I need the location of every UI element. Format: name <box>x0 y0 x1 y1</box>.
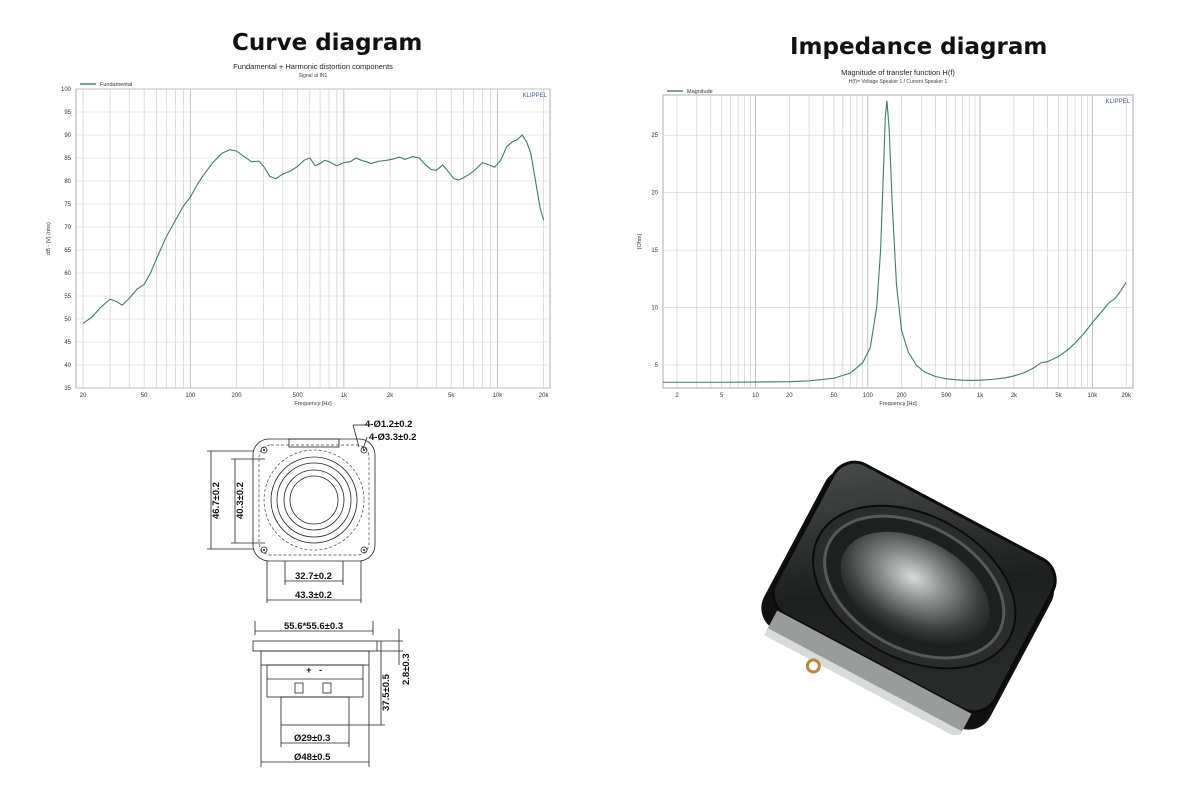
x-tick-label: 10k <box>1088 393 1099 399</box>
curve-diagram-heading: Curve diagram <box>232 30 423 56</box>
y-tick-label: 55 <box>64 294 71 300</box>
side-view-drawing: 55.6*55.6±0.3 + - 37.5±0.5 2.8±0.3 Ø29±0… <box>252 621 412 767</box>
klippel-brand: KLIPPEL <box>1106 99 1131 105</box>
x-axis-label: Frequency [Hz] <box>879 401 917 407</box>
x-tick-label: 200 <box>232 393 243 399</box>
y-tick-label: 60 <box>64 271 71 277</box>
frame-dim: 55.6*55.6±0.3 <box>284 621 343 632</box>
legend-entry: Fundamental <box>100 82 132 88</box>
y-tick-label: 95 <box>64 110 71 116</box>
x-tick-label: 20k <box>1121 393 1132 399</box>
y-tick-label: 5 <box>655 363 659 369</box>
x-tick-label: 5k <box>1055 393 1062 399</box>
y-tick-label: 80 <box>64 179 71 185</box>
chart-subtitle: H(f)= Voltage Speaker 1 / Current Speake… <box>849 79 948 85</box>
height-inner-dim: 40.3±0.2 <box>235 482 246 519</box>
terminal-minus: - <box>319 665 322 676</box>
chart-title: Magnitude of transfer function H(f) <box>841 68 955 77</box>
speaker-product-photo <box>761 460 1057 735</box>
basket-dim: Ø48±0.5 <box>294 752 331 763</box>
x-tick-label: 1k <box>341 393 348 399</box>
y-tick-label: 35 <box>64 386 71 392</box>
magnet-dim: Ø29±0.3 <box>294 733 330 744</box>
x-tick-label: 5 <box>720 393 724 399</box>
x-tick-label: 100 <box>185 393 196 399</box>
x-tick-label: 2k <box>387 393 394 399</box>
impedance-diagram-heading: Impedance diagram <box>790 34 1048 60</box>
terminal-plus: + <box>306 665 312 676</box>
y-tick-label: 50 <box>64 317 71 323</box>
chart-subtitle: Signal at IN1 <box>299 73 328 79</box>
x-tick-label: 10 <box>752 393 759 399</box>
width-inner-dim: 32.7±0.2 <box>295 571 332 582</box>
x-tick-label: 2 <box>675 393 679 399</box>
height-outer-dim: 46.7±0.2 <box>211 482 222 519</box>
x-axis-label: Frequency [Hz] <box>294 401 332 407</box>
holes-callout-2: 4-Ø3.3±0.2 <box>369 432 416 443</box>
plot-area <box>662 94 1134 389</box>
x-tick-label: 10k <box>493 393 504 399</box>
y-tick-label: 85 <box>64 156 71 162</box>
x-tick-label: 1k <box>977 393 984 399</box>
x-tick-label: 20k <box>539 393 550 399</box>
y-tick-label: 25 <box>651 133 658 139</box>
y-tick-label: 45 <box>64 340 71 346</box>
x-tick-label: 50 <box>831 393 838 399</box>
frequency-response-chart: Fundamental + Harmonic distortion compon… <box>46 62 551 407</box>
y-tick-label: 100 <box>61 87 72 93</box>
x-tick-label: 500 <box>293 393 304 399</box>
y-tick-label: 20 <box>651 191 658 197</box>
y-tick-label: 10 <box>651 306 658 312</box>
x-tick-label: 500 <box>941 393 952 399</box>
plot-area <box>75 88 551 389</box>
y-tick-label: 70 <box>64 225 71 231</box>
x-tick-label: 20 <box>786 393 793 399</box>
impedance-chart: Magnitude of transfer function H(f) H(f)=… <box>637 68 1134 407</box>
x-tick-label: 20 <box>80 393 87 399</box>
width-outer-dim: 43.3±0.2 <box>295 590 332 601</box>
legend-entry: Magnitude <box>687 89 713 95</box>
x-tick-label: 200 <box>897 393 908 399</box>
depth-dim: 37.5±0.5 <box>381 673 392 711</box>
speaker-technical-drawing: 4-Ø1.2±0.2 4-Ø3.3±0.2 46.7±0.2 40.3±0.2 … <box>207 419 416 767</box>
series-line-magnitude <box>663 100 1127 383</box>
x-tick-label: 5k <box>448 393 455 399</box>
y-tick-label: 40 <box>64 363 71 369</box>
series-line-fundamental <box>82 134 545 325</box>
y-axis-label: dB - [V] (rms) <box>46 222 52 255</box>
x-tick-label: 50 <box>141 393 148 399</box>
klippel-brand: KLIPPEL <box>523 93 548 99</box>
x-tick-label: 100 <box>863 393 874 399</box>
chart-title: Fundamental + Harmonic distortion compon… <box>233 62 393 71</box>
y-tick-label: 75 <box>64 202 71 208</box>
y-tick-label: 65 <box>64 248 71 254</box>
flange-dim: 2.8±0.3 <box>401 653 412 685</box>
y-tick-label: 15 <box>651 248 658 254</box>
y-tick-label: 90 <box>64 133 71 139</box>
y-axis-label: [Ohm] <box>637 234 643 249</box>
holes-callout-1: 4-Ø1.2±0.2 <box>365 419 412 430</box>
top-view-drawing: 4-Ø1.2±0.2 4-Ø3.3±0.2 46.7±0.2 40.3±0.2 … <box>207 419 416 603</box>
x-tick-label: 2k <box>1011 393 1018 399</box>
